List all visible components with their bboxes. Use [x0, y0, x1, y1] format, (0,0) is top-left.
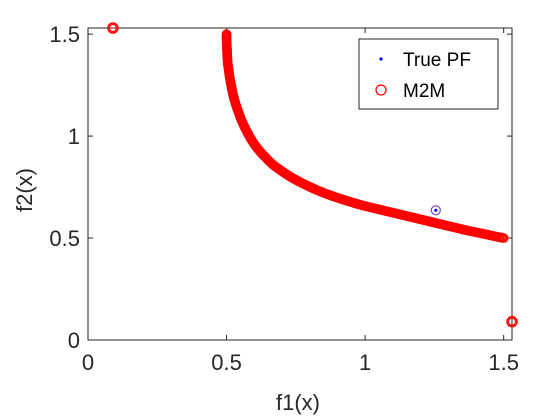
y-tick-label: 1.5: [49, 22, 80, 47]
x-tick-label: 1: [359, 350, 371, 375]
y-tick-label: 0.5: [49, 226, 80, 251]
x-axis-label: f1(x): [276, 390, 320, 415]
m2m-point: [107, 22, 119, 34]
true-pf-point: [434, 208, 438, 212]
y-tick-label: 1: [68, 124, 80, 149]
legend: True PF M2M: [358, 38, 499, 110]
legend-true-pf-marker: [379, 57, 383, 61]
x-tick-label: 0.5: [211, 350, 242, 375]
true-pf-point: [430, 205, 441, 216]
m2m-point: [507, 317, 517, 326]
m2m-point: [506, 315, 518, 328]
y-tick-label: 0: [68, 328, 80, 353]
legend-m2m-marker: [375, 84, 387, 96]
legend-true-pf-label: True PF: [403, 50, 471, 71]
x-tick-label: 1.5: [488, 350, 519, 375]
legend-m2m-label: M2M: [403, 81, 445, 102]
y-axis-label: f2(x): [12, 168, 37, 212]
axis-ticks: 0 0.5 1 1.5 0 0.5 1 1.5: [49, 22, 519, 375]
m2m-point: [498, 233, 509, 243]
legend-box: [358, 38, 499, 110]
x-tick-label: 0: [82, 350, 94, 375]
m2m-point: [108, 23, 118, 33]
plot-marks: [107, 22, 518, 328]
